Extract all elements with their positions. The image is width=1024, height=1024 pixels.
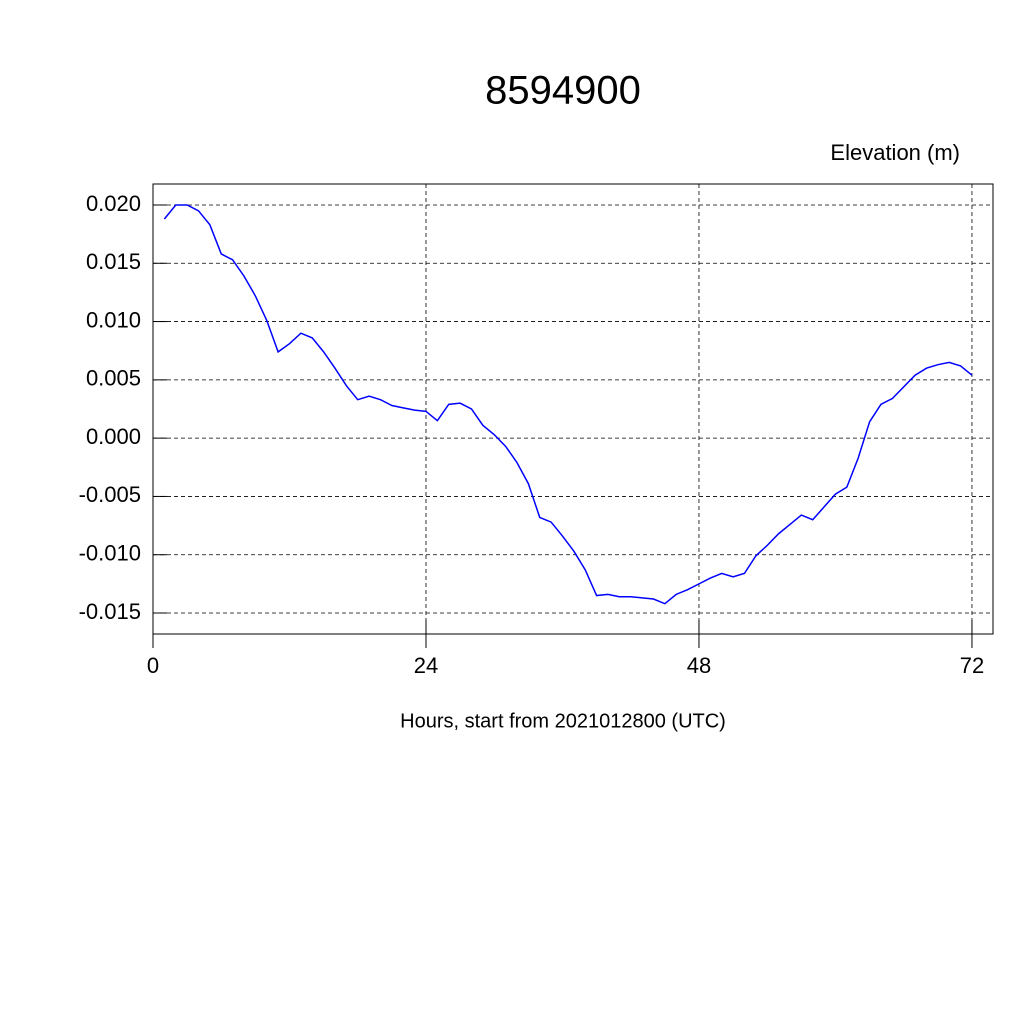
y-tick-label: 0.020: [86, 191, 141, 216]
y-tick-label: -0.010: [79, 541, 141, 566]
y-tick-label: 0.010: [86, 307, 141, 332]
chart-subtitle: Elevation (m): [830, 140, 960, 165]
data-line: [163, 204, 973, 605]
y-tick-label: -0.015: [79, 599, 141, 624]
x-tick-label: 48: [687, 653, 711, 678]
x-tick-label: 24: [414, 653, 438, 678]
y-tick-label: -0.005: [79, 482, 141, 507]
x-tick-label: 0: [147, 653, 159, 678]
plot-frame: [152, 183, 994, 635]
y-tick-label: 0.005: [86, 366, 141, 391]
x-axis-label: Hours, start from 2021012800 (UTC): [400, 710, 726, 732]
y-tick-label: 0.015: [86, 249, 141, 274]
x-tick-label: 72: [960, 653, 984, 678]
chart-title: 8594900: [485, 69, 641, 113]
y-tick-label: 0.000: [86, 424, 141, 449]
